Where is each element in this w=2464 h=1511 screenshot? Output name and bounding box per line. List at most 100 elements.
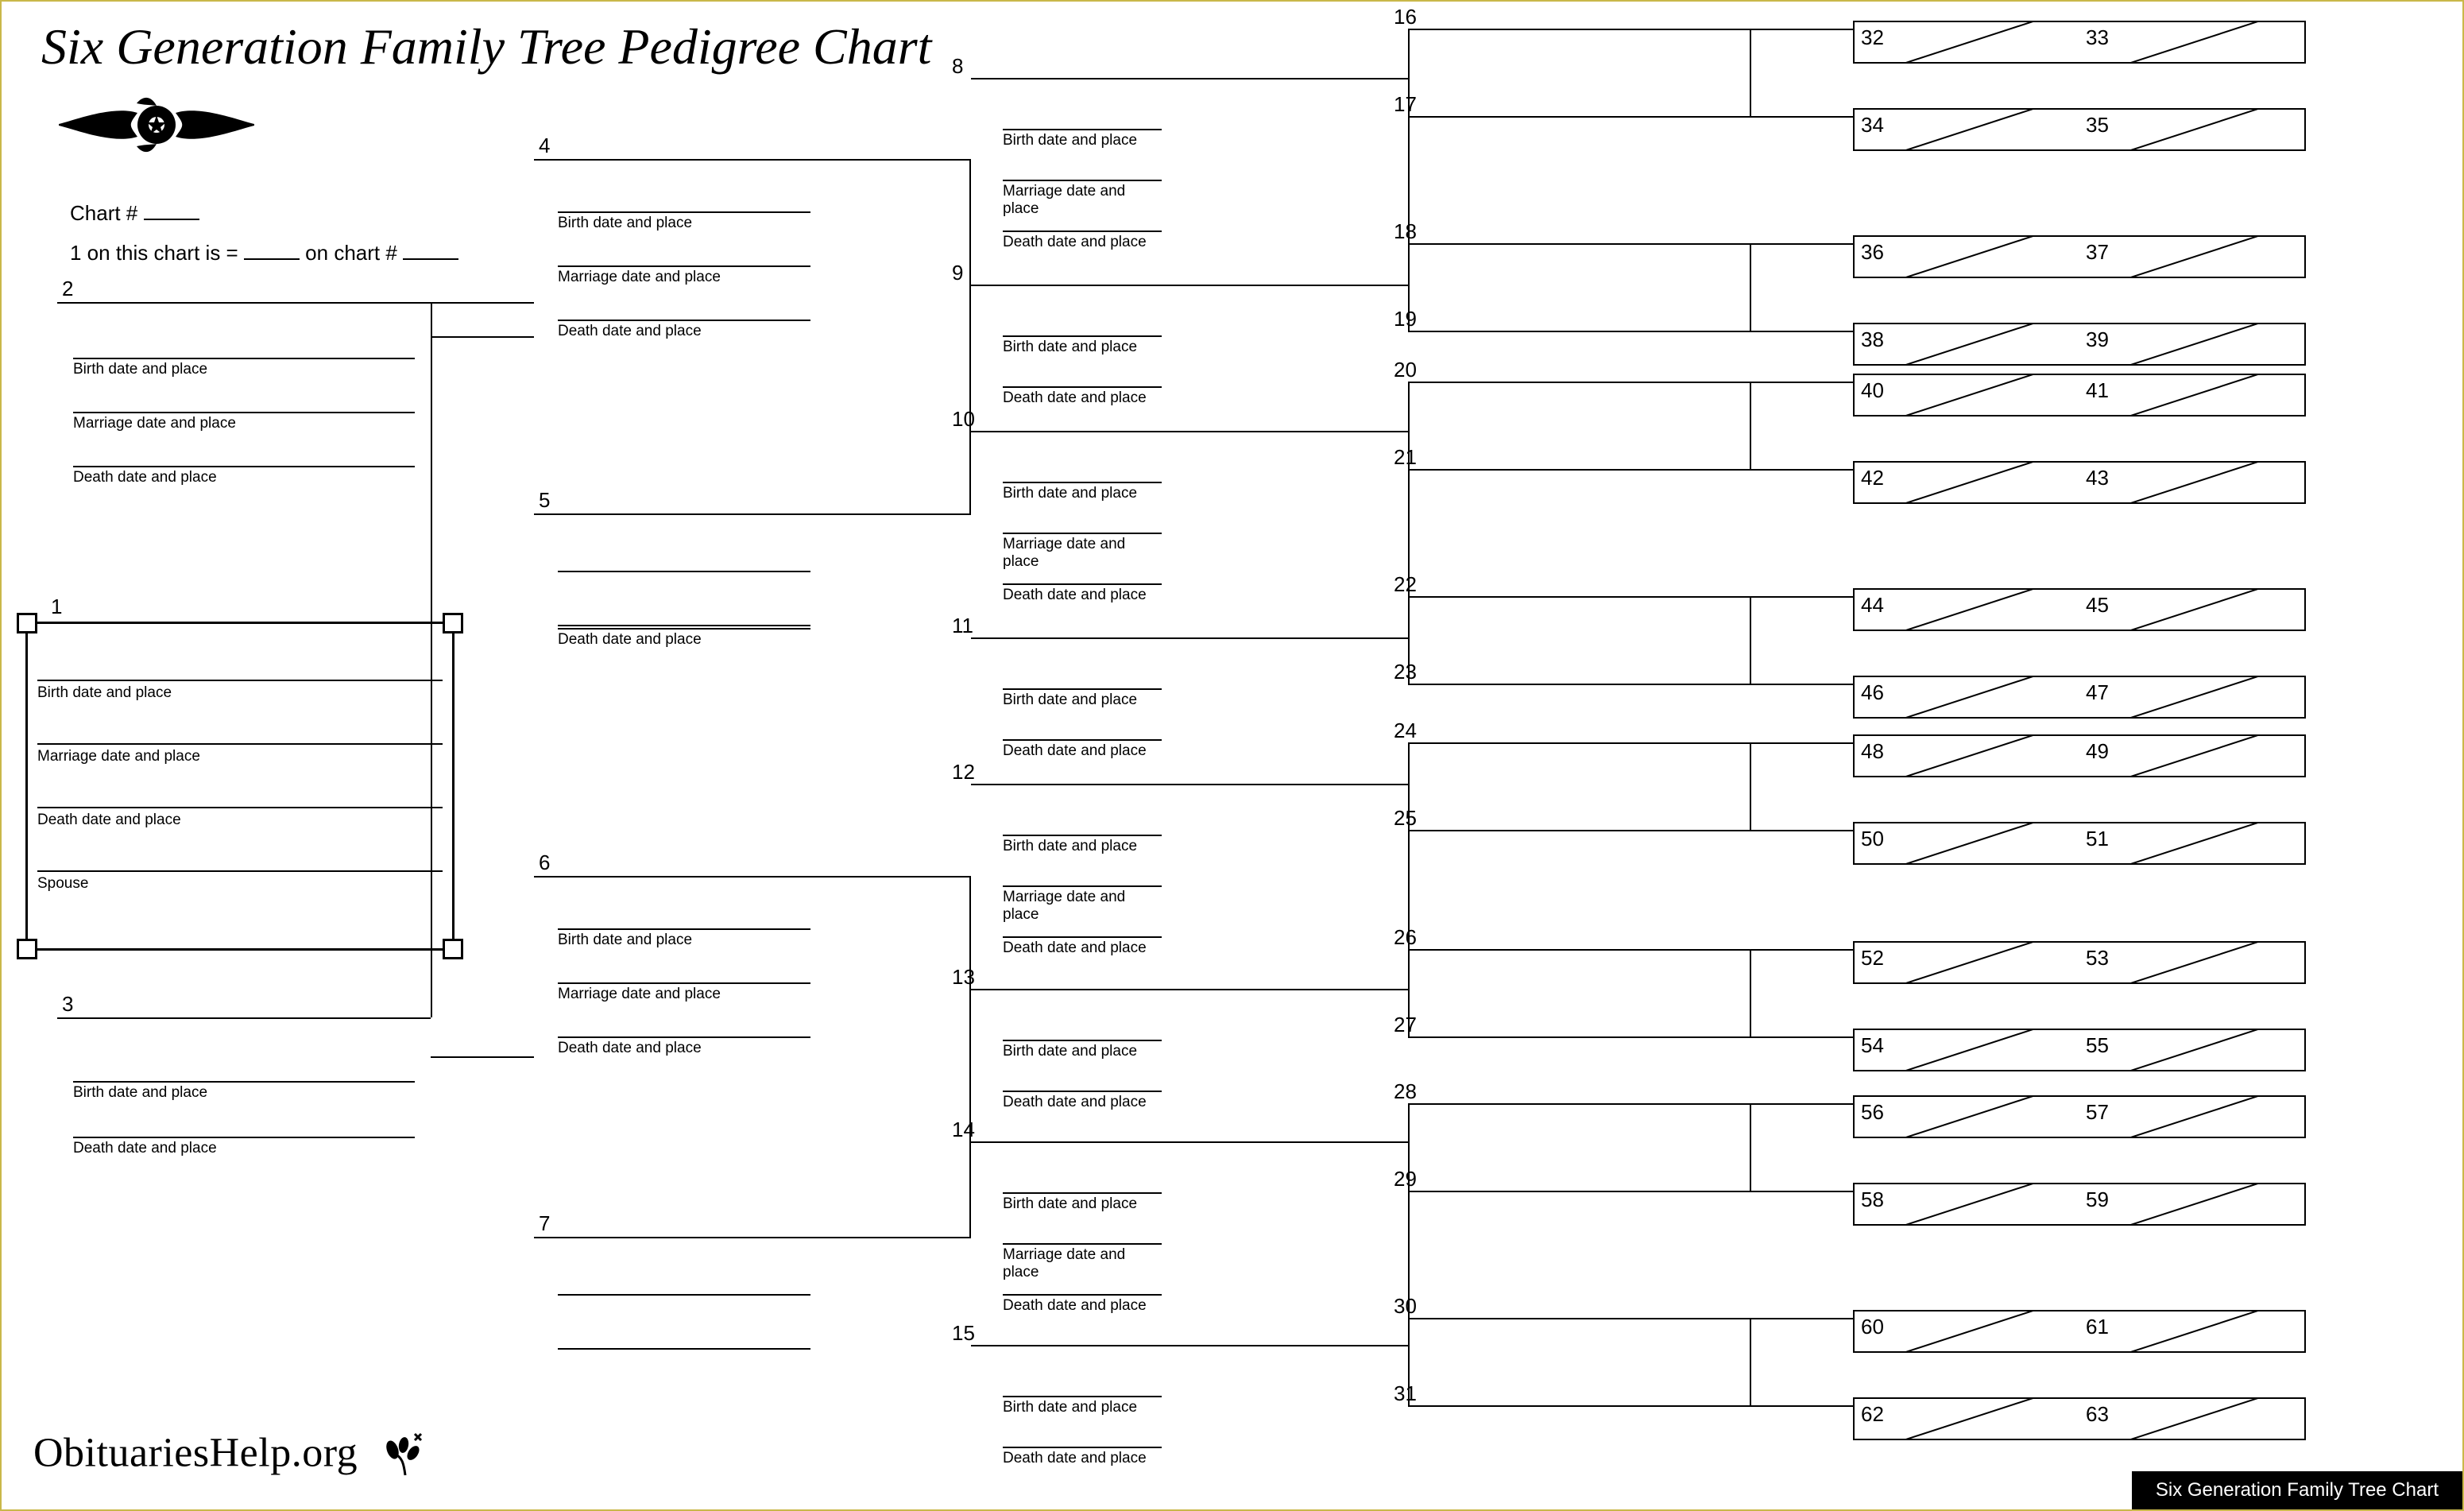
p10-birth: Birth date and place bbox=[1003, 482, 1162, 515]
stub-g3-4-to-g4 bbox=[969, 159, 971, 161]
p6-birth: Birth date and place bbox=[558, 928, 810, 962]
stub-g3-7-to-g4 bbox=[969, 1237, 971, 1238]
p8-marriage: Marriage date and place bbox=[1003, 180, 1162, 231]
g6-box-44-45: 44 45 bbox=[1853, 588, 2306, 631]
p2-marriage: Marriage date and place bbox=[73, 412, 415, 445]
stub-g5-30-to-g6 bbox=[1750, 1318, 1853, 1319]
p7-blank1 bbox=[558, 1294, 810, 1296]
conn-4-5 bbox=[969, 159, 971, 513]
p18-name-line bbox=[1408, 243, 1750, 245]
lconn-28 bbox=[1408, 1103, 1410, 1191]
conn-6-7 bbox=[969, 876, 971, 1237]
lconn-24 bbox=[1408, 742, 1410, 830]
p14-marriage: Marriage date and place bbox=[1003, 1243, 1162, 1294]
p5-name-line bbox=[534, 513, 969, 515]
person-14-number: 14 bbox=[952, 1118, 975, 1142]
p15-birth: Birth date and place bbox=[1003, 1396, 1162, 1429]
person-4-number: 4 bbox=[539, 134, 550, 158]
conn-26-27 bbox=[1750, 949, 1751, 1036]
lconn-18 bbox=[1408, 243, 1410, 331]
person-13-number: 13 bbox=[952, 965, 975, 990]
stub-g5-27-to-g6 bbox=[1750, 1036, 1853, 1038]
pedigree-chart-page: Six Generation Family Tree Pedigree Char… bbox=[0, 0, 2464, 1511]
stub-g5-24-to-g6 bbox=[1750, 742, 1853, 744]
p11-name-line bbox=[971, 637, 1408, 639]
p4-name-line bbox=[534, 159, 969, 161]
person-19-number: 19 bbox=[1394, 307, 1417, 331]
footer-brand: ObituariesHelp.org bbox=[33, 1426, 431, 1487]
p5-death-hidden: Death date and place bbox=[558, 628, 810, 661]
conn-16-17 bbox=[1750, 29, 1751, 116]
p21-name-line bbox=[1408, 469, 1750, 471]
person-31-number: 31 bbox=[1394, 1381, 1417, 1406]
p23-name-line bbox=[1408, 684, 1750, 685]
conn-18-19 bbox=[1750, 243, 1751, 331]
p2-death: Death date and place bbox=[73, 466, 415, 499]
p13-name-line bbox=[971, 989, 1408, 990]
p15-name-line bbox=[971, 1345, 1408, 1346]
p4-birth: Birth date and place bbox=[558, 211, 810, 245]
p10-death: Death date and place bbox=[1003, 583, 1162, 617]
title-ornament-icon bbox=[57, 89, 256, 161]
conn-28-29 bbox=[1750, 1103, 1751, 1191]
person-10-number: 10 bbox=[952, 407, 975, 432]
p12-marriage: Marriage date and place bbox=[1003, 885, 1162, 936]
p9-death: Death date and place bbox=[1003, 386, 1162, 420]
p12-birth: Birth date and place bbox=[1003, 835, 1162, 868]
person-22-number: 22 bbox=[1394, 572, 1417, 597]
p11-death: Death date and place bbox=[1003, 739, 1162, 773]
conn-20-21 bbox=[1750, 382, 1751, 469]
lconn-16 bbox=[1408, 29, 1410, 116]
conn-22-23 bbox=[1750, 596, 1751, 684]
p17-name-line bbox=[1408, 116, 1750, 118]
stub-g5-31-to-g6 bbox=[1750, 1405, 1853, 1407]
p28-name-line bbox=[1408, 1103, 1750, 1105]
p12-name-line bbox=[971, 784, 1408, 785]
p6-death: Death date and place bbox=[558, 1036, 810, 1070]
p5-blank1 bbox=[558, 571, 810, 572]
p6-name-line bbox=[534, 876, 969, 878]
p30-name-line bbox=[1408, 1318, 1750, 1319]
p29-name-line bbox=[1408, 1191, 1750, 1192]
person-18-number: 18 bbox=[1394, 219, 1417, 244]
lconn-26 bbox=[1408, 949, 1410, 1036]
p10-marriage: Marriage date and place bbox=[1003, 533, 1162, 583]
p12-death: Death date and place bbox=[1003, 936, 1162, 970]
g6-box-34-35: 34 35 bbox=[1853, 108, 2306, 151]
person-5-number: 5 bbox=[539, 488, 550, 513]
person-26-number: 26 bbox=[1394, 925, 1417, 950]
stub-g5-20-to-g6 bbox=[1750, 382, 1853, 383]
p4-death: Death date and place bbox=[558, 320, 810, 353]
stub-g5-17-to-g6 bbox=[1750, 116, 1853, 118]
p20-name-line bbox=[1408, 382, 1750, 383]
p14-death: Death date and place bbox=[1003, 1294, 1162, 1327]
p8-name-line bbox=[971, 78, 1408, 79]
person-9-number: 9 bbox=[952, 261, 963, 285]
person-3-number: 3 bbox=[62, 992, 73, 1017]
person-29-number: 29 bbox=[1394, 1167, 1417, 1191]
p1-death-label: Death date and place bbox=[37, 812, 181, 829]
person-16-number: 16 bbox=[1394, 5, 1417, 29]
p11-birth: Birth date and place bbox=[1003, 688, 1162, 722]
p4-marriage: Marriage date and place bbox=[558, 265, 810, 299]
person-15-number: 15 bbox=[952, 1321, 975, 1346]
g6-box-60-61: 60 61 bbox=[1853, 1310, 2306, 1353]
p1-birth-label: Birth date and place bbox=[37, 684, 172, 702]
person-28-number: 28 bbox=[1394, 1079, 1417, 1104]
person-25-number: 25 bbox=[1394, 806, 1417, 831]
person-17-number: 17 bbox=[1394, 92, 1417, 117]
p10-name-line bbox=[971, 431, 1408, 432]
person-2-number: 2 bbox=[62, 277, 73, 301]
p14-name-line bbox=[971, 1141, 1408, 1143]
p13-death: Death date and place bbox=[1003, 1091, 1162, 1124]
p1-spouse-label: Spouse bbox=[37, 875, 88, 893]
p9-name-line bbox=[971, 285, 1408, 286]
p7-blank2 bbox=[558, 1348, 810, 1350]
stub-g5-26-to-g6 bbox=[1750, 949, 1853, 951]
stub-g5-22-to-g6 bbox=[1750, 596, 1853, 598]
page-title: Six Generation Family Tree Pedigree Char… bbox=[41, 17, 931, 76]
p5-blank2 bbox=[558, 625, 810, 626]
p24-name-line bbox=[1408, 742, 1750, 744]
p16-name-line bbox=[1408, 29, 1750, 30]
p3-name-line bbox=[57, 1017, 431, 1019]
